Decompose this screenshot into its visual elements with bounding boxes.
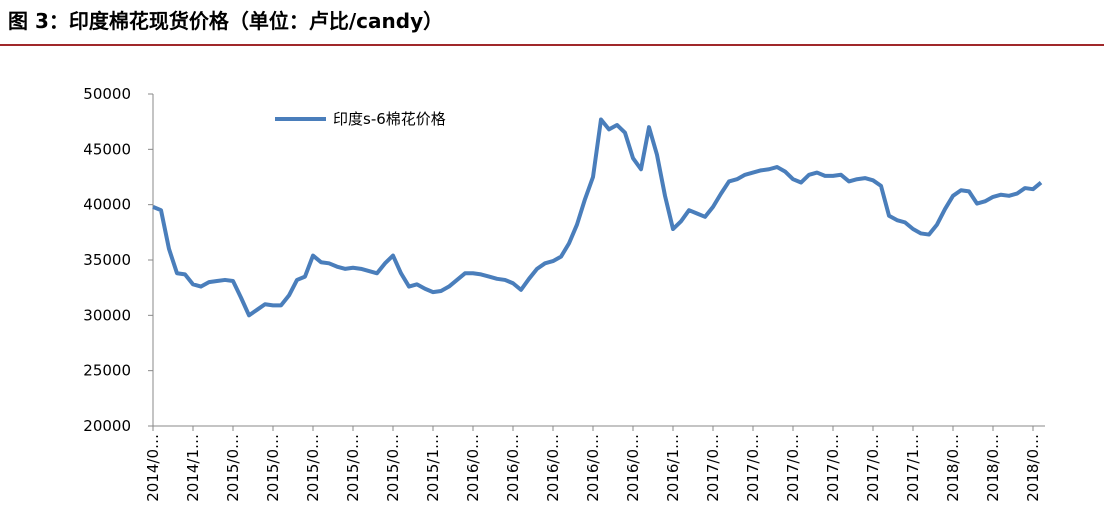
x-tick-label: 2015/0… <box>264 434 282 502</box>
y-tick-label: 35000 <box>83 251 131 269</box>
x-tick-label: 2014/1… <box>184 434 202 502</box>
y-tick-label: 25000 <box>83 362 131 380</box>
y-tick-label: 20000 <box>83 417 131 435</box>
x-tick-label: 2017/1… <box>904 434 922 502</box>
x-tick-label: 2017/0… <box>824 434 842 502</box>
x-tick-label: 2017/0… <box>864 434 882 502</box>
x-tick-label: 2014/0… <box>144 434 162 502</box>
x-tick-label: 2016/0… <box>504 434 522 502</box>
x-tick-label: 2017/0… <box>704 434 722 502</box>
x-tick-label: 2018/0… <box>1024 434 1042 502</box>
x-tick-label: 2016/0… <box>464 434 482 502</box>
x-tick-label: 2015/0… <box>224 434 242 502</box>
x-tick-label: 2015/0… <box>384 434 402 502</box>
y-tick-label: 40000 <box>83 196 131 214</box>
y-tick-label: 50000 <box>83 85 131 103</box>
x-tick-label: 2015/0… <box>344 434 362 502</box>
y-tick-label: 30000 <box>83 306 131 324</box>
x-tick-label: 2018/0… <box>944 434 962 502</box>
x-tick-label: 2016/1… <box>664 434 682 502</box>
x-tick-label: 2016/0… <box>584 434 602 502</box>
x-tick-label: 2018/0… <box>984 434 1002 502</box>
data-line <box>152 117 1043 318</box>
x-tick-label: 2015/0… <box>304 434 322 502</box>
y-tick-label: 45000 <box>83 140 131 158</box>
x-tick-label: 2017/0… <box>744 434 762 502</box>
chart-title: 图 3：印度棉花现货价格（单位：卢比/candy） <box>8 9 443 33</box>
x-tick-label: 2015/1… <box>424 434 442 502</box>
x-tick-label: 2016/0… <box>544 434 562 502</box>
x-tick-label: 2017/0… <box>784 434 802 502</box>
x-tick-label: 2016/0… <box>624 434 642 502</box>
legend-label: 印度s-6棉花价格 <box>333 110 446 128</box>
